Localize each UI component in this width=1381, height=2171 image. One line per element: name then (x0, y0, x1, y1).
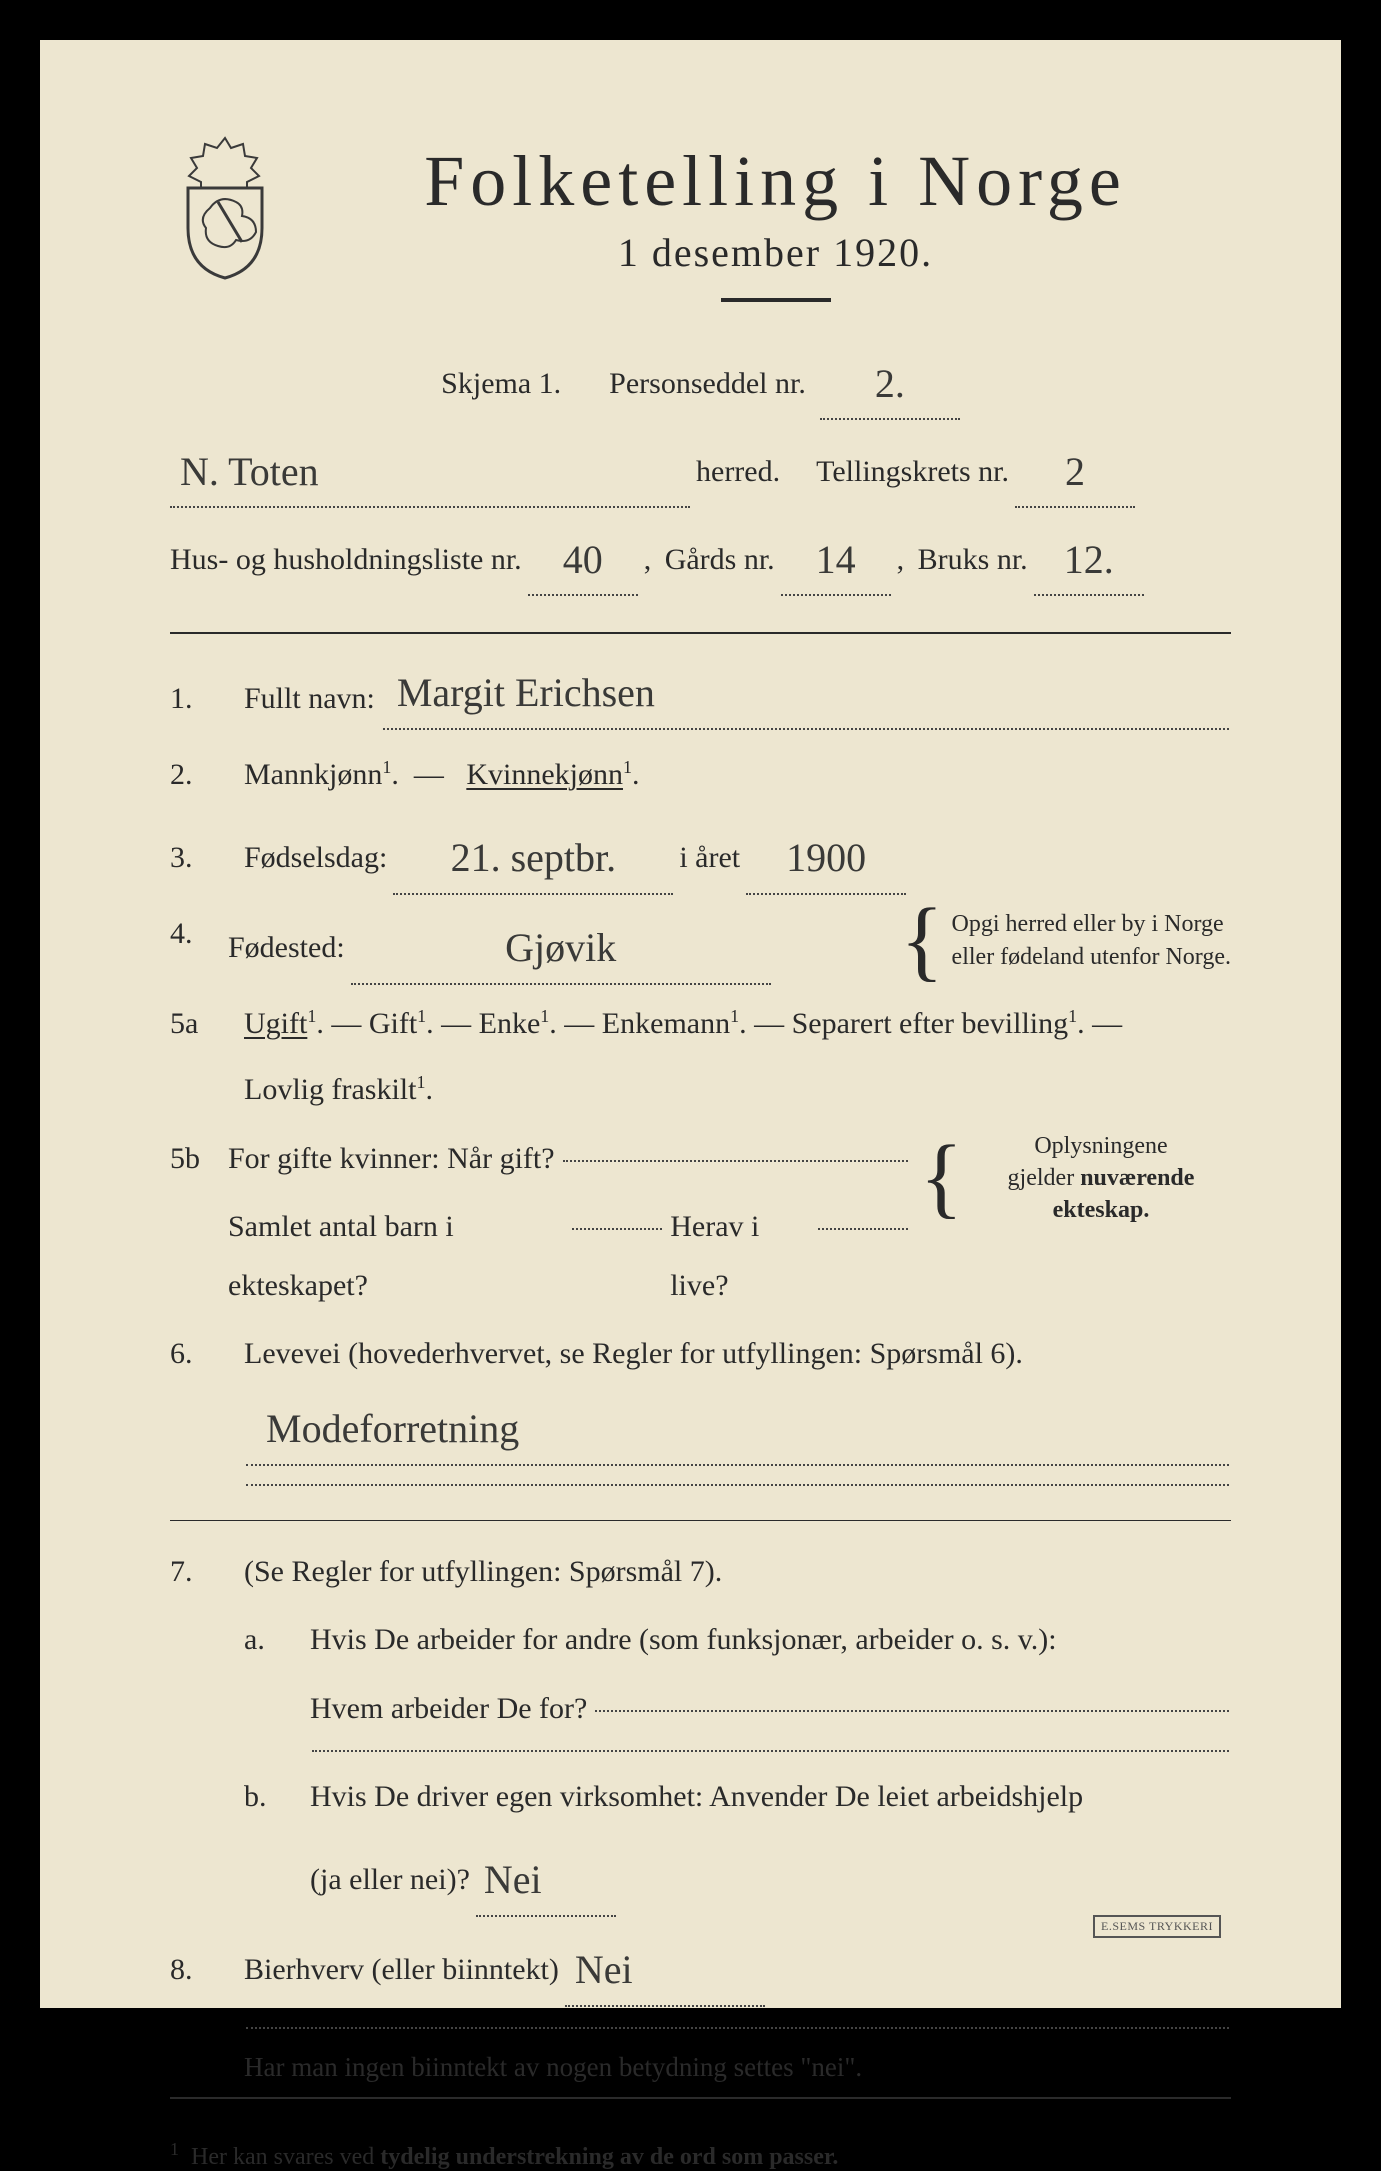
meta-line-3: Hus- og husholdningsliste nr. 40 , Gårds… (170, 518, 1231, 596)
q4-sidebrace: { Opgi herred eller by i Norge eller fød… (900, 905, 1231, 977)
q7-num: 7. (170, 1543, 218, 1602)
q5a-enkemann: Enkemann (602, 1007, 730, 1040)
footnote: 1 Her kan svares ved tydelig understrekn… (170, 2139, 1231, 2171)
q2-num: 2. (170, 746, 218, 805)
gards-label: Gårds nr. (665, 531, 775, 588)
tellingskrets-label: Tellingskrets nr. (816, 443, 1009, 500)
divider-bottom (170, 2097, 1231, 2099)
q3-year-label: i året (679, 829, 740, 888)
q5b-line1: For gifte kvinner: Når gift? (228, 1130, 555, 1189)
divider (170, 632, 1231, 634)
q7b-value: Nei (484, 1857, 542, 1902)
husliste-label: Hus- og husholdningsliste nr. (170, 531, 522, 588)
title-block: Folketelling i Norge 1 desember 1920. (320, 130, 1231, 332)
page-title: Folketelling i Norge (320, 140, 1231, 223)
q7a-line2: Hvem arbeider De for? (310, 1680, 587, 1739)
q5b-line2a: Samlet antal barn i ekteskapet? (228, 1198, 564, 1315)
q4-num: 4. (170, 905, 218, 964)
meta-line-1: Skjema 1. Personseddel nr. 2. (170, 342, 1231, 420)
tail-note: Har man ingen biinntekt av nogen betydni… (244, 2049, 1231, 2085)
q1-label: Fullt navn: (244, 670, 375, 729)
q8-label: Bierhverv (eller biinntekt) (244, 1941, 559, 2000)
footnote-b: tydelig understrekning av de ord som pas… (380, 2144, 838, 2170)
personseddel-label: Personseddel nr. (609, 355, 806, 412)
q7a-num: a. (244, 1611, 284, 1670)
q1-num: 1. (170, 670, 218, 729)
q3-label: Fødselsdag: (244, 829, 387, 888)
q7-intro: (Se Regler for utfyllingen: Spørsmål 7). (244, 1555, 722, 1588)
personseddel-value: 2. (875, 361, 905, 406)
q8-value: Nei (575, 1947, 633, 1992)
q6-label: Levevei (hovederhvervet, se Regler for u… (244, 1337, 1023, 1370)
census-form-page: Folketelling i Norge 1 desember 1920. Sk… (40, 40, 1341, 2008)
q8-num: 8. (170, 1941, 218, 2000)
q5a-ugift: Ugift (244, 1007, 307, 1040)
q4-note-a: Opgi herred eller by i Norge (952, 908, 1231, 940)
q8-row: 8. Bierhverv (eller biinntekt) Nei (170, 1927, 1231, 2007)
q6-row: 6. Levevei (hovederhvervet, se Regler fo… (170, 1325, 1231, 1492)
printer-stamp: E.SEMS TRYKKERI (1093, 1915, 1221, 1938)
q7b-line1: Hvis De driver egen virksomhet: Anvender… (310, 1780, 1083, 1813)
q5a-enke: Enke (479, 1007, 541, 1040)
title-rule (721, 298, 831, 302)
q2-mann: Mannkjønn (244, 758, 382, 791)
q3-day: 21. septbr. (451, 835, 617, 880)
q1-value: Margit Erichsen (397, 670, 655, 715)
q4-value: Gjøvik (505, 925, 616, 970)
q8-underline (244, 2033, 1231, 2035)
q7-row: 7. (Se Regler for utfyllingen: Spørsmål … (170, 1543, 1231, 1602)
q4-note-b: eller fødeland utenfor Norge. (952, 941, 1231, 973)
q4-label: Fødested: (228, 919, 345, 978)
q7b-num: b. (244, 1768, 284, 1827)
q2-row: 2. Mannkjønn1. — Kvinnekjønn1. (170, 746, 1231, 805)
q2-kvinne: Kvinnekjønn (466, 758, 623, 791)
herred-value: N. Toten (180, 449, 319, 494)
bruks-label: Bruks nr. (918, 531, 1028, 588)
husliste-value: 40 (563, 537, 603, 582)
bruks-value: 12. (1064, 537, 1114, 582)
tellingskrets-value: 2 (1065, 449, 1085, 494)
skjema-label: Skjema 1. (441, 355, 561, 412)
header: Folketelling i Norge 1 desember 1920. (170, 130, 1231, 332)
q5b-row: 5b For gifte kvinner: Når gift? Samlet a… (170, 1130, 1231, 1316)
q7a-row: a. Hvis De arbeider for andre (som funks… (244, 1611, 1231, 1758)
q5a-separert: Separert efter bevilling (792, 1007, 1069, 1040)
q5b-sidebrace: { Oplysningenegjelder nuværendeekteskap. (920, 1130, 1231, 1227)
q7b-line2-label: (ja eller nei)? (310, 1851, 470, 1910)
q5a-fraskilt: Lovlig fraskilt (244, 1073, 416, 1106)
q3-row: 3. Fødselsdag: 21. septbr. i året 1900 (170, 815, 1231, 895)
herred-label: herred. (696, 443, 780, 500)
divider-thin (170, 1520, 1231, 1521)
q7b-row: b. Hvis De driver egen virksomhet: Anven… (244, 1768, 1231, 1917)
q5a-row: 5a Ugift1. — Gift1. — Enke1. — Enkemann1… (170, 995, 1231, 1120)
q5a-gift: Gift (369, 1007, 417, 1040)
q5b-num: 5b (170, 1130, 218, 1189)
q5a-num: 5a (170, 995, 218, 1054)
gards-value: 14 (816, 537, 856, 582)
q1-row: 1. Fullt navn: Margit Erichsen (170, 656, 1231, 736)
q5b-line2b: Herav i live? (670, 1198, 810, 1315)
footnote-a: Her kan svares ved (191, 2144, 380, 2170)
q7a-line1: Hvis De arbeider for andre (som funksjon… (310, 1623, 1057, 1656)
q6-value: Modeforretning (266, 1406, 519, 1451)
page-subtitle: 1 desember 1920. (320, 229, 1231, 276)
q3-num: 3. (170, 829, 218, 888)
q3-year: 1900 (786, 835, 866, 880)
q6-num: 6. (170, 1325, 218, 1384)
coat-of-arms-icon (170, 130, 280, 280)
q4-row: 4. Fødested: Gjøvik { Opgi herred eller … (170, 905, 1231, 985)
meta-line-2: N. Toten herred. Tellingskrets nr. 2 (170, 430, 1231, 508)
